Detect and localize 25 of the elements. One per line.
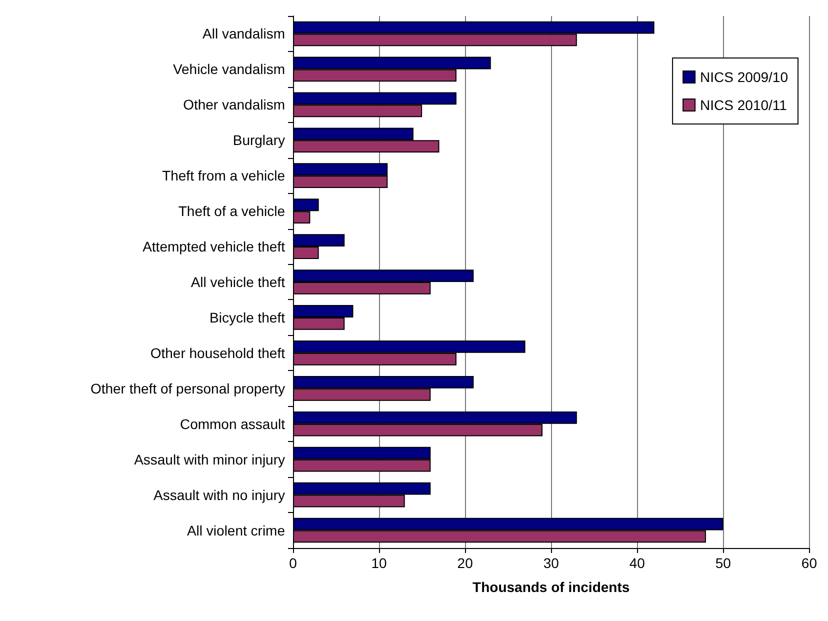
- x-tick-label: 10: [371, 555, 388, 571]
- y-tick-label: Other vandalism: [183, 96, 285, 113]
- y-tick-label: Vehicle vandalism: [172, 61, 285, 78]
- y-tick-label: All violent crime: [186, 522, 286, 538]
- y-tick-label: All vehicle theft: [190, 274, 286, 290]
- y-tick-label: Assault with minor injury: [134, 451, 285, 468]
- x-tick-label: 20: [457, 555, 474, 571]
- legend-label: NICS 2010/11: [700, 97, 788, 113]
- y-tick-label: Assault with no injury: [153, 486, 285, 503]
- x-tick-label: 60: [801, 555, 818, 571]
- x-tick-label: 30: [543, 555, 560, 571]
- y-tick-label: Other theft of personal property: [90, 380, 285, 396]
- y-tick-label: Other household theft: [150, 344, 286, 361]
- y-tick-label: Theft of a vehicle: [178, 203, 286, 220]
- x-axis-title: Thousands of incidents: [472, 579, 630, 595]
- y-tick-label: Bicycle theft: [210, 309, 286, 326]
- y-tick-label: Burglary: [232, 132, 285, 148]
- x-tick-label: 50: [715, 555, 732, 571]
- x-tick-label: 40: [629, 555, 646, 571]
- y-tick-label: Theft from a vehicle: [162, 168, 286, 184]
- y-tick-label: Common assault: [180, 416, 286, 432]
- x-tick-label: 0: [289, 555, 298, 571]
- y-tick-label: Attempted vehicle theft: [142, 238, 286, 255]
- legend-label: NICS 2009/10: [700, 69, 788, 85]
- y-tick-label: All vandalism: [202, 26, 285, 42]
